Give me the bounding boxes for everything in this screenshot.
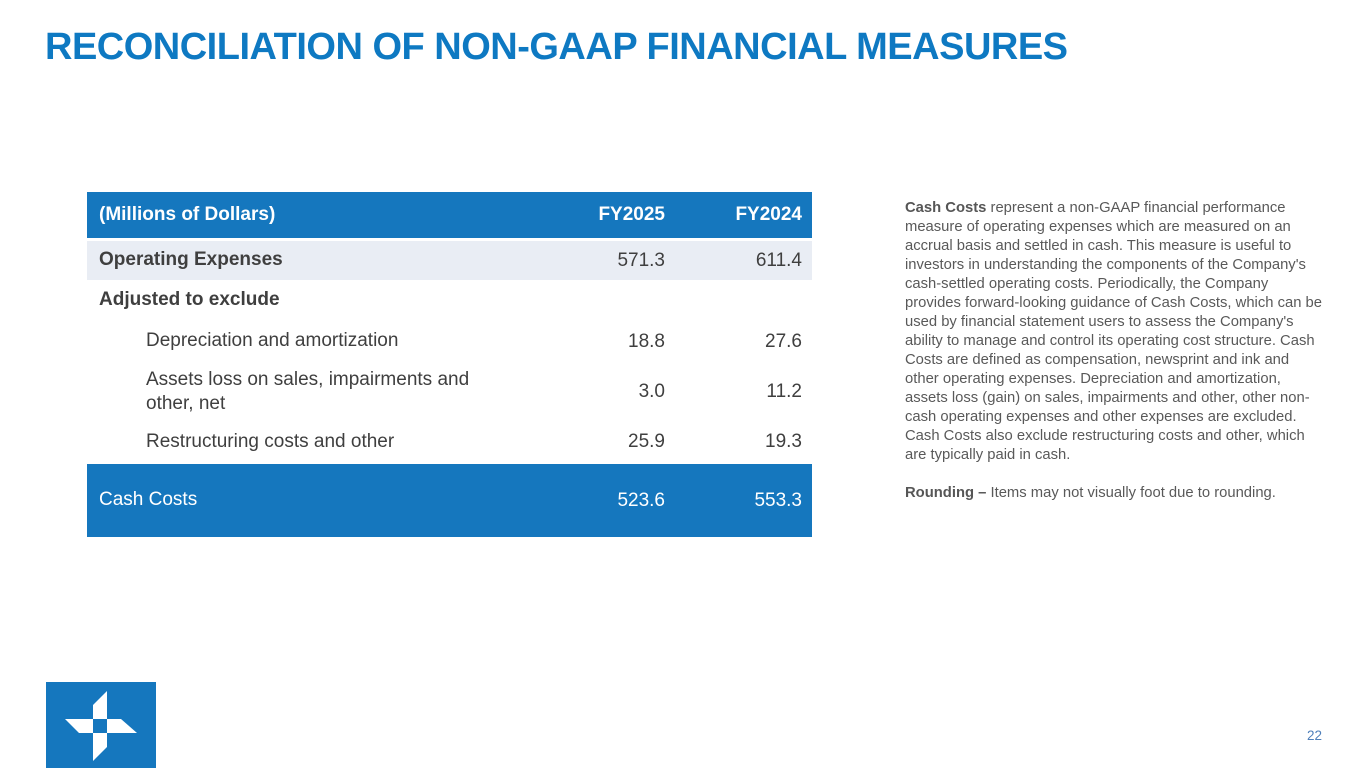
page-title: RECONCILIATION OF NON-GAAP FINANCIAL MEA… xyxy=(45,26,1068,68)
row-value-fy2024: 553.3 xyxy=(754,489,802,511)
reconciliation-table: (Millions of Dollars) FY2025 FY2024 Oper… xyxy=(87,192,812,537)
row-label: Depreciation and amortization xyxy=(146,330,399,352)
notes-panel: Cash Costs represent a non-GAAP financia… xyxy=(905,199,1325,503)
row-value-fy2024: 27.6 xyxy=(765,330,802,352)
row-value-fy2025: 571.3 xyxy=(617,249,665,271)
row-label: Operating Expenses xyxy=(99,249,283,271)
cash-costs-definition: Cash Costs represent a non-GAAP financia… xyxy=(905,200,1323,463)
row-label: Restructuring costs and other xyxy=(146,430,395,452)
row-value-fy2024: 611.4 xyxy=(755,249,802,271)
rounding-note: Rounding – Items may not visually foot d… xyxy=(905,485,1276,501)
table-header-row: (Millions of Dollars) FY2025 FY2024 xyxy=(87,192,812,238)
table-row: Assets loss on sales, impairments and ot… xyxy=(87,364,812,420)
row-value-fy2024: 19.3 xyxy=(765,431,802,452)
row-label: Assets loss on sales, impairments and ot… xyxy=(146,368,470,414)
row-value-fy2024: 11.2 xyxy=(766,381,802,402)
table-row: Operating Expenses 571.3 611.4 xyxy=(87,241,812,280)
pinwheel-logo-icon xyxy=(46,682,156,768)
table-row: Adjusted to exclude xyxy=(87,281,812,319)
row-value-fy2025: 3.0 xyxy=(638,381,665,402)
row-value-fy2025: 18.8 xyxy=(628,330,665,352)
row-label: Adjusted to exclude xyxy=(99,288,280,310)
column-header-fy2024: FY2024 xyxy=(735,204,802,225)
rounding-term: Rounding – xyxy=(905,485,987,501)
row-value-fy2025: 25.9 xyxy=(628,431,665,452)
cash-costs-term: Cash Costs xyxy=(905,200,987,216)
page-number: 22 xyxy=(1306,728,1322,743)
table-row-cash-costs-total: Cash Costs 523.6 553.3 xyxy=(87,464,812,537)
table-row: Restructuring costs and other 25.9 19.3 xyxy=(87,420,812,464)
column-header-fy2025: FY2025 xyxy=(598,204,665,225)
company-logo xyxy=(46,682,156,768)
row-label: Cash Costs xyxy=(99,489,198,511)
row-value-fy2025: 523.6 xyxy=(617,489,665,511)
table-header-label: (Millions of Dollars) xyxy=(99,203,276,225)
table-row: Depreciation and amortization 18.8 27.6 xyxy=(87,319,812,364)
